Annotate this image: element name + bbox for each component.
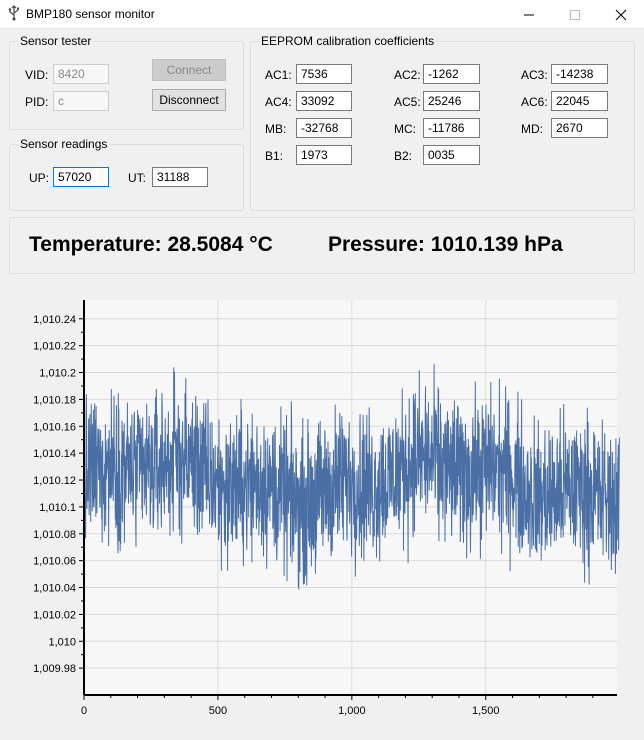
coef-label-md: MD: xyxy=(521,122,543,136)
y-tick-label: 1,010.14 xyxy=(33,448,76,460)
y-tick-label: 1,010.12 xyxy=(33,475,76,487)
pressure-series-line xyxy=(83,363,620,590)
minimize-button[interactable] xyxy=(506,0,552,28)
coef-label-ac5: AC5: xyxy=(394,95,421,109)
pid-field[interactable] xyxy=(53,91,109,111)
connect-button[interactable]: Connect xyxy=(152,59,226,81)
y-tick-label: 1,010.24 xyxy=(33,314,76,326)
y-tick-label: 1,010.1 xyxy=(39,502,76,514)
vid-field[interactable] xyxy=(53,64,109,84)
window-title: BMP180 sensor monitor xyxy=(26,7,155,21)
usb-icon xyxy=(8,5,19,21)
y-tick-label: 1,010 xyxy=(48,636,76,648)
y-tick-label: 1,010.04 xyxy=(33,583,76,595)
coef-label-ac3: AC3: xyxy=(521,68,548,82)
up-label: UP: xyxy=(29,171,50,185)
coef-field-mb[interactable] xyxy=(296,118,352,138)
sensor-readings-title: Sensor readings xyxy=(18,137,110,151)
x-tick-label: 0 xyxy=(81,705,87,717)
y-tick-label: 1,010.08 xyxy=(33,529,76,541)
sensor-tester-title: Sensor tester xyxy=(18,34,94,48)
coef-field-mc[interactable] xyxy=(423,118,480,138)
pressure-readout: Pressure: 1010.139 hPa xyxy=(328,233,563,256)
coef-field-ac2[interactable] xyxy=(423,64,480,84)
coef-field-ac6[interactable] xyxy=(551,91,608,111)
y-tick-label: 1,010.18 xyxy=(33,394,76,406)
coef-label-ac4: AC4: xyxy=(265,95,292,109)
pid-label: PID: xyxy=(25,95,49,109)
maximize-button[interactable] xyxy=(552,0,598,28)
coef-label-b1: B1: xyxy=(265,149,284,163)
sensor-tester-group: Sensor tester VID: PID: Connect Disconne… xyxy=(9,34,244,130)
coef-field-b2[interactable] xyxy=(423,145,480,165)
close-button[interactable] xyxy=(598,0,644,28)
vid-label: VID: xyxy=(25,68,49,82)
coef-field-ac4[interactable] xyxy=(296,91,352,111)
coef-field-ac5[interactable] xyxy=(423,91,480,111)
y-tick-label: 1,009.98 xyxy=(33,663,76,675)
title-bar: BMP180 sensor monitor xyxy=(0,0,644,29)
coef-label-ac6: AC6: xyxy=(521,95,548,109)
up-field[interactable] xyxy=(53,167,109,187)
y-tick-label: 1,010.22 xyxy=(33,341,76,353)
eeprom-title: EEPROM calibration coefficients xyxy=(259,34,437,48)
readout-panel xyxy=(9,217,635,274)
coef-label-b2: B2: xyxy=(394,149,413,163)
pressure-chart[interactable]: 1,009.98 1,010 1,010.02 1,010.04 1,010.06 1,0… xyxy=(0,290,644,730)
ut-field[interactable] xyxy=(152,167,208,187)
y-tick-label: 1,010.2 xyxy=(39,368,76,380)
minimize-icon xyxy=(524,14,534,16)
y-tick-label: 1,010.02 xyxy=(33,609,76,621)
x-tick-label: 500 xyxy=(209,705,227,717)
coef-label-ac1: AC1: xyxy=(265,68,292,82)
eeprom-group: EEPROM calibration coefficients AC1: AC2… xyxy=(250,34,635,211)
coef-label-ac2: AC2: xyxy=(394,68,421,82)
x-tick-label: 1,500 xyxy=(472,705,500,717)
coef-field-b1[interactable] xyxy=(296,145,352,165)
coef-field-md[interactable] xyxy=(551,118,608,138)
coef-field-ac1[interactable] xyxy=(296,64,352,84)
coef-field-ac3[interactable] xyxy=(551,64,608,84)
coef-label-mb: MB: xyxy=(265,122,287,136)
maximize-icon xyxy=(570,10,580,20)
ut-label: UT: xyxy=(128,171,146,185)
y-tick-label: 1,010.16 xyxy=(33,421,76,433)
temperature-readout: Temperature: 28.5084 °C xyxy=(29,233,273,256)
x-tick-label: 1,000 xyxy=(338,705,366,717)
coef-label-mc: MC: xyxy=(394,122,416,136)
disconnect-button[interactable]: Disconnect xyxy=(152,89,226,111)
sensor-readings-group: Sensor readings UP: UT: xyxy=(9,137,244,211)
close-icon xyxy=(615,9,627,21)
y-tick-label: 1,010.06 xyxy=(33,556,76,568)
